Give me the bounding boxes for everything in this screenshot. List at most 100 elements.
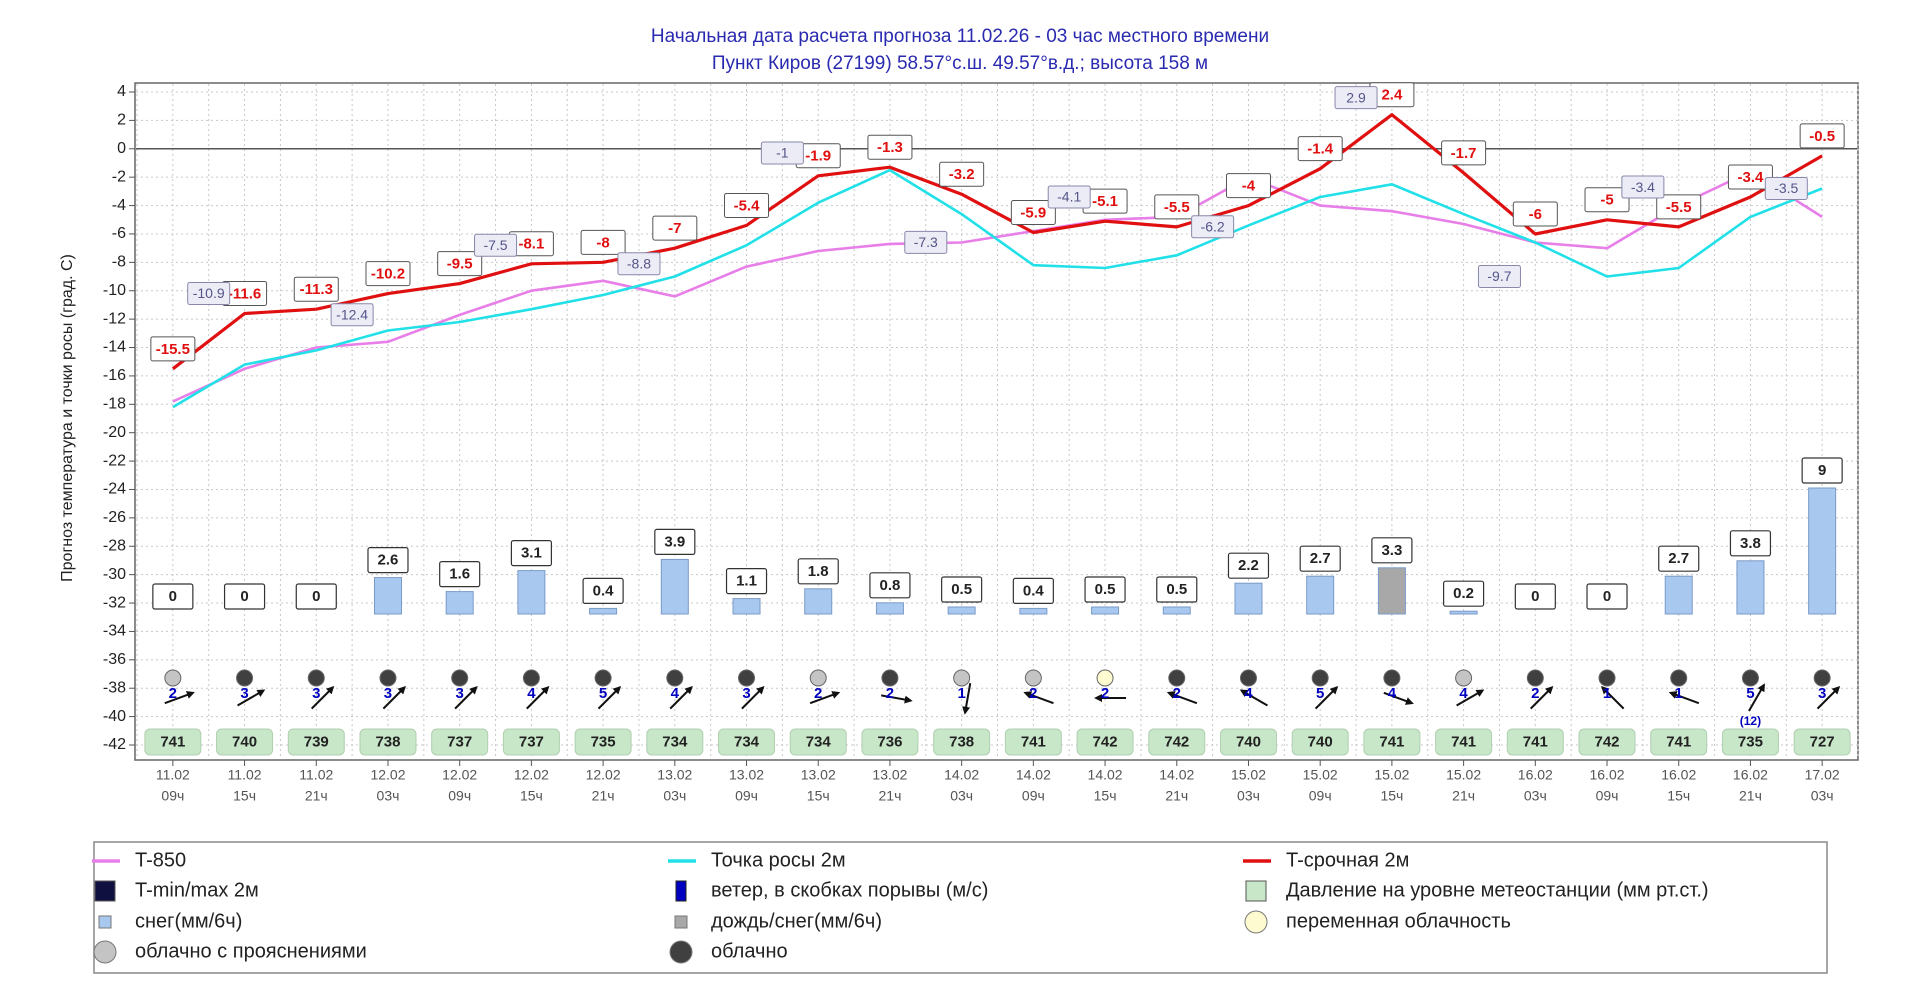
cloud-icon: [236, 669, 254, 687]
tminmax-box: [1191, 215, 1235, 239]
temp-label-box: [1154, 194, 1200, 220]
wind-speed: 3: [240, 685, 248, 702]
cloud-icon: [809, 669, 827, 687]
cloud-icon: [1526, 669, 1544, 687]
temp-label-box: [293, 276, 339, 302]
pressure-label: 741: [160, 733, 185, 750]
precip-bar: [1019, 607, 1048, 615]
precip-bar: [589, 607, 618, 615]
precip-label: 2.2: [1238, 557, 1259, 574]
precip-label: 9: [1818, 462, 1826, 479]
cloud-icon: [451, 669, 469, 687]
temp-label: -5.1: [1092, 193, 1118, 210]
precip-label-box: [510, 539, 552, 567]
wind-arrow: [597, 685, 622, 710]
chart-subtitle: Пункт Киров (27199) 58.57°с.ш. 49.57°в.д…: [712, 53, 1208, 74]
wind-arrow: [164, 691, 195, 705]
y-tick-label: -6: [112, 225, 126, 242]
precip-bar: [732, 598, 761, 615]
x-tick-label: 09ч: [1309, 788, 1332, 804]
pressure-box: [287, 728, 345, 756]
cloud-icon: [1741, 669, 1759, 687]
precip-bar: [445, 591, 474, 615]
cloud-icon: [1598, 669, 1616, 687]
pressure-label: 741: [1379, 733, 1404, 750]
x-tick-label: 03ч: [663, 788, 686, 804]
pressure-box: [1076, 728, 1134, 756]
precip-label: 3.8: [1740, 535, 1761, 552]
temp-label: -5.4: [734, 197, 761, 214]
temp-label: -10.2: [371, 266, 405, 283]
tminmax-label: -7.5: [483, 237, 507, 253]
precip-bar: [660, 558, 689, 615]
temp-label: -1.3: [877, 139, 903, 156]
pressure-box: [1578, 728, 1636, 756]
precip-label: 0.4: [593, 582, 615, 599]
pressure-box: [789, 728, 847, 756]
tminmax-box: [904, 230, 948, 254]
legend-marker: [669, 940, 693, 964]
wind-arrow: [669, 685, 693, 710]
x-tick-label: 12.02: [514, 767, 549, 783]
x-tick-label: 14.02: [1159, 767, 1194, 783]
precip-label: 1.8: [808, 563, 829, 580]
precip-label-box: [152, 583, 194, 610]
wind-speed: 2: [169, 685, 177, 702]
precip-label-box: [797, 558, 839, 585]
x-tick-label: 03ч: [1237, 788, 1260, 804]
legend-marker: [674, 915, 688, 929]
y-tick-label: -28: [103, 537, 126, 554]
wind-speed: 2: [1101, 685, 1109, 702]
temp-label-box: [1799, 123, 1845, 149]
wind-speed: 3: [742, 685, 750, 702]
pressure-label: 735: [591, 733, 616, 750]
temp-label-box: [1441, 140, 1487, 166]
wind-arrow: [1239, 689, 1268, 707]
wind-speed: 3: [1818, 685, 1826, 702]
wind-speed: 5: [1316, 685, 1324, 702]
precip-bar: [804, 588, 833, 615]
x-tick-label: 09ч: [1022, 788, 1045, 804]
pressure-box: [1650, 728, 1708, 756]
tminmax-box: [187, 282, 231, 306]
temp-label: -8.1: [518, 236, 544, 253]
x-tick-label: 21ч: [879, 788, 902, 804]
tminmax-label: -12.4: [336, 307, 368, 323]
x-tick-label: 21ч: [1739, 788, 1762, 804]
precip-label-box: [1012, 577, 1054, 605]
pressure-box: [431, 728, 489, 756]
cloud-icon: [1670, 669, 1688, 687]
x-tick-label: 13.02: [872, 767, 907, 783]
precip-bar: [1306, 575, 1335, 615]
wind-speed: 2: [1029, 685, 1037, 702]
pressure-label: 738: [949, 733, 974, 750]
precip-bar: [1808, 487, 1837, 615]
tminmax-label: -3.5: [1774, 180, 1798, 196]
wind-gust: (12): [1740, 714, 1761, 728]
precip-label-box: [725, 567, 768, 595]
pressure-box: [1435, 728, 1493, 756]
legend-label: T-min/max 2м: [135, 879, 259, 901]
chart-title: Начальная дата расчета прогноза 11.02.26…: [651, 26, 1269, 47]
precip-label: 0: [1603, 588, 1611, 605]
precip-bar: [875, 602, 904, 615]
precip-label-box: [295, 583, 337, 610]
tminmax-label: -6.2: [1201, 218, 1225, 234]
pressure-box: [1721, 728, 1779, 756]
pressure-box: [1793, 728, 1851, 756]
precip-bar: [1736, 560, 1765, 615]
cloud-icon: [594, 669, 612, 687]
y-tick-label: -26: [103, 509, 126, 526]
legend-box: [93, 841, 1828, 974]
precip-bar: [1664, 575, 1693, 615]
wind-arrow: [741, 685, 765, 710]
x-tick-label: 16.02: [1518, 767, 1553, 783]
precip-label: 0: [312, 588, 320, 605]
pressure-label: 740: [1308, 733, 1333, 750]
x-tick-label: 15.02: [1231, 767, 1266, 783]
y-axis-label: Прогноз температура и точки росы (град. …: [59, 254, 76, 582]
precip-label: 0.5: [1095, 581, 1116, 598]
legend-label: T-850: [135, 849, 186, 871]
precip-label: 0: [1531, 588, 1539, 605]
